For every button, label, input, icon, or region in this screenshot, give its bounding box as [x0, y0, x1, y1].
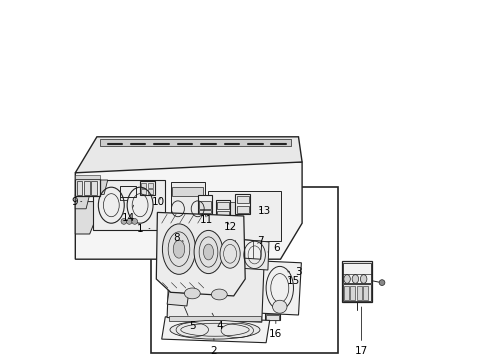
Text: 3: 3	[287, 267, 301, 277]
Text: 1: 1	[137, 224, 150, 234]
Bar	[147, 183, 152, 188]
Bar	[215, 200, 230, 220]
Bar	[199, 210, 211, 213]
Ellipse shape	[184, 288, 200, 299]
Polygon shape	[231, 239, 261, 259]
Bar	[356, 286, 361, 300]
Bar	[363, 286, 367, 300]
Bar	[151, 187, 337, 353]
Bar	[342, 284, 370, 301]
Bar	[216, 202, 228, 209]
Polygon shape	[93, 180, 107, 194]
Bar	[101, 139, 291, 146]
Text: 6: 6	[267, 243, 280, 253]
Text: 15: 15	[286, 276, 299, 286]
Ellipse shape	[220, 239, 240, 268]
Text: 13: 13	[257, 206, 270, 216]
Polygon shape	[167, 292, 188, 306]
Ellipse shape	[126, 219, 132, 224]
Bar	[216, 211, 228, 218]
Bar	[343, 286, 348, 300]
Ellipse shape	[132, 219, 137, 224]
Ellipse shape	[351, 275, 358, 283]
Ellipse shape	[211, 289, 227, 300]
Text: 11: 11	[200, 215, 213, 225]
Ellipse shape	[203, 244, 213, 260]
Ellipse shape	[360, 275, 366, 283]
Bar	[140, 181, 155, 195]
Polygon shape	[156, 212, 244, 296]
Bar	[172, 187, 203, 196]
Text: 9: 9	[71, 197, 81, 207]
Bar	[199, 201, 211, 209]
Polygon shape	[75, 202, 97, 234]
Bar	[165, 234, 190, 252]
Bar	[147, 189, 152, 194]
Bar	[91, 181, 97, 195]
Ellipse shape	[170, 320, 260, 339]
Bar	[275, 276, 287, 284]
Bar	[275, 266, 287, 274]
Polygon shape	[167, 252, 264, 322]
Bar	[236, 196, 248, 203]
Polygon shape	[241, 239, 268, 270]
Bar	[168, 316, 260, 321]
Polygon shape	[162, 317, 269, 343]
Text: 17: 17	[354, 307, 367, 356]
Polygon shape	[258, 261, 301, 315]
Ellipse shape	[272, 300, 286, 313]
Bar	[141, 189, 146, 194]
Text: 2: 2	[210, 338, 217, 356]
Bar	[265, 303, 279, 320]
Bar	[236, 206, 248, 213]
Bar	[93, 180, 165, 230]
Text: 8: 8	[172, 233, 183, 243]
Bar	[198, 195, 212, 214]
Ellipse shape	[173, 240, 184, 258]
Ellipse shape	[343, 275, 349, 283]
Ellipse shape	[162, 224, 195, 274]
Bar	[208, 191, 280, 241]
Bar	[342, 263, 370, 283]
Bar	[215, 202, 237, 223]
Text: 14: 14	[122, 205, 135, 223]
Text: 7: 7	[257, 236, 264, 246]
Bar	[341, 261, 371, 302]
Bar	[75, 179, 100, 196]
Text: 4: 4	[212, 313, 222, 331]
Bar	[77, 181, 82, 195]
Bar	[84, 181, 89, 195]
Bar	[235, 194, 249, 214]
Text: 10: 10	[152, 197, 165, 207]
Bar	[170, 182, 204, 232]
Text: 16: 16	[269, 321, 282, 339]
Polygon shape	[75, 194, 89, 209]
Bar	[75, 175, 100, 179]
Bar	[273, 265, 288, 284]
Text: 5: 5	[184, 307, 195, 331]
Ellipse shape	[121, 219, 126, 224]
Bar	[266, 315, 278, 320]
Bar	[349, 286, 355, 300]
Bar	[120, 186, 136, 197]
Polygon shape	[75, 137, 302, 173]
Bar	[141, 183, 146, 188]
Ellipse shape	[194, 230, 223, 274]
Text: 12: 12	[223, 222, 236, 232]
Polygon shape	[75, 162, 302, 259]
Bar	[266, 307, 278, 314]
Ellipse shape	[378, 280, 384, 285]
